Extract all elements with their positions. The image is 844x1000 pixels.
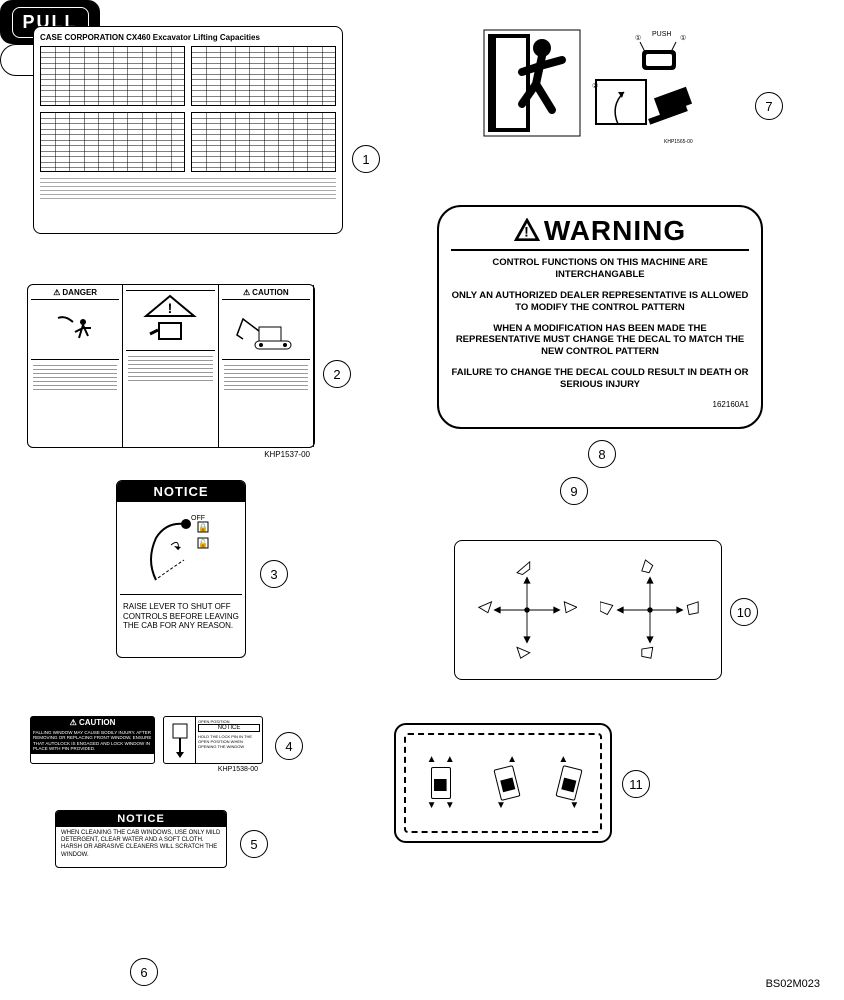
- lockpin-header: NOTICE: [198, 724, 260, 732]
- caution-window-header: ⚠ CAUTION: [31, 717, 154, 728]
- decal4-ref: KHP1538-00: [218, 766, 258, 773]
- decal1-title: CASE CORPORATION CX460 Excavator Lifting…: [40, 33, 336, 42]
- callout-4: 4: [275, 732, 303, 760]
- push-label: PUSH: [652, 31, 671, 38]
- svg-text:!: !: [524, 223, 530, 239]
- decal-warning: ! WARNING CONTROL FUNCTIONS ON THIS MACH…: [437, 205, 763, 429]
- decal-notice-cleaning: NOTICE WHEN CLEANING THE CAB WINDOWS, US…: [55, 810, 227, 868]
- read-manual-pictogram: !: [126, 291, 214, 351]
- travel-inner: ▲ ▲ ▼ ▼ ▲ ▼ ▲ ▼: [404, 733, 602, 833]
- manual-text-lines: [126, 351, 214, 386]
- decal7-ref: KHP1565-00: [664, 139, 693, 145]
- machine-icon: [555, 765, 582, 801]
- travel-forward: ▲ ▲ ▼ ▼: [427, 755, 455, 811]
- decal-danger-caution: ⚠ DANGER ! ⚠ CAUTION KHP1537-00: [27, 284, 315, 448]
- warning-divider: [451, 249, 749, 251]
- callout-11: 11: [622, 770, 650, 798]
- danger-text-lines: [31, 360, 119, 395]
- capacity-table: [40, 112, 185, 172]
- danger-header: ⚠ DANGER: [31, 288, 119, 300]
- decal-lifting-capacities: CASE CORPORATION CX460 Excavator Lifting…: [33, 26, 343, 234]
- travel-turn-right: ▲ ▼: [558, 755, 579, 811]
- callout-2: 2: [323, 360, 351, 388]
- lever-pictogram: OFF 🔒 🔓: [120, 505, 242, 595]
- danger-header-text: DANGER: [62, 288, 97, 297]
- warning-p3: WHEN A MODIFICATION HAS BEEN MADE THE RE…: [451, 323, 749, 359]
- warning-body: CONTROL FUNCTIONS ON THIS MACHINE ARE IN…: [451, 257, 749, 391]
- decal-notice-lever: NOTICE OFF 🔒 🔓 RAISE LEVER TO SHUT OFF C…: [116, 480, 246, 658]
- travel-turn-left: ▲ ▼: [496, 755, 517, 811]
- machine-icon: [431, 767, 451, 799]
- svg-text:!: !: [168, 300, 173, 316]
- caution-window-text: FALLING WINDOW MAY CAUSE BODILY INJURY. …: [31, 728, 154, 754]
- callout-9: 9: [560, 477, 588, 505]
- svg-text:①: ①: [680, 34, 686, 42]
- decal-caution-window: ⚠ CAUTION FALLING WINDOW MAY CAUSE BODIL…: [30, 716, 155, 764]
- decal-notice-lockpin: OPEN POSITION NOTICE HOLD THE LOCK PIN I…: [163, 716, 263, 764]
- lockpin-text: HOLD THE LOCK PIN IN THE OPEN POSITION W…: [198, 734, 260, 749]
- decal1-notes: [40, 178, 336, 199]
- decal2-danger-panel: ⚠ DANGER: [28, 285, 123, 447]
- warning-p1: CONTROL FUNCTIONS ON THIS MACHINE ARE IN…: [451, 257, 749, 281]
- joystick-left: [477, 560, 577, 660]
- callout-3: 3: [260, 560, 288, 588]
- callout-1: 1: [352, 145, 380, 173]
- decal-travel-pattern: ▲ ▲ ▼ ▼ ▲ ▼ ▲ ▼: [394, 723, 612, 843]
- capacity-table: [40, 46, 185, 106]
- svg-text:🔒: 🔒: [198, 523, 208, 532]
- decal-control-pattern: [454, 540, 722, 680]
- joystick-right: [600, 560, 700, 660]
- callout-6: 6: [130, 958, 158, 986]
- warning-p4: FAILURE TO CHANGE THE DECAL COULD RESULT…: [451, 367, 749, 391]
- decal-push-hammer: PUSH ① ① ② KHP1565-00: [590, 28, 690, 143]
- warning-ref: 162160A1: [451, 400, 749, 409]
- svg-text:OFF: OFF: [191, 515, 205, 522]
- callout-7: 7: [755, 92, 783, 120]
- capacity-table: [191, 112, 336, 172]
- warning-header: ! WARNING: [451, 215, 749, 247]
- warning-triangle-icon: !: [514, 218, 540, 244]
- callout-8: 8: [588, 440, 616, 468]
- arrow-icon: ▼: [558, 801, 579, 811]
- svg-text:①: ①: [635, 34, 641, 42]
- decal1-title-prefix: CASE CORPORATION CX460: [40, 33, 153, 42]
- decal2-caution-panel: ⚠ CAUTION: [219, 285, 314, 447]
- callout-5: 5: [240, 830, 268, 858]
- decal2-ref: KHP1537-00: [264, 450, 310, 459]
- arrow-icon: ▲: [558, 755, 579, 765]
- notice-header: NOTICE: [117, 481, 245, 502]
- lockpin-pictogram: [164, 717, 196, 763]
- danger-pictogram: [31, 300, 119, 360]
- svg-text:🔓: 🔓: [198, 538, 208, 548]
- machine-icon: [493, 765, 520, 801]
- capacity-table: [191, 46, 336, 106]
- arrow-icon: ▼: [496, 801, 517, 811]
- notice-cleaning-text: WHEN CLEANING THE CAB WINDOWS, USE ONLY …: [56, 827, 226, 862]
- svg-text:②: ②: [592, 82, 598, 90]
- warning-triangle-icon: ⚠: [243, 288, 250, 297]
- arrow-up-icon: ▲ ▲: [427, 755, 455, 765]
- arrow-icon: ▲: [496, 755, 517, 765]
- callout-10: 10: [730, 598, 758, 626]
- drawing-reference: BS02M023: [766, 978, 820, 990]
- warning-triangle-icon: ⚠: [53, 288, 60, 297]
- decal2-manual-panel: !: [123, 285, 218, 447]
- lockpin-right: OPEN POSITION NOTICE HOLD THE LOCK PIN I…: [196, 717, 262, 763]
- decal-emergency-exit: [482, 28, 582, 138]
- arrow-down-icon: ▼ ▼: [427, 801, 455, 811]
- warning-p2: ONLY AN AUTHORIZED DEALER REPRESENTATIVE…: [451, 290, 749, 314]
- caution-text-lines: [222, 360, 310, 395]
- decal1-title-bold: Excavator Lifting Capacities: [153, 33, 260, 42]
- decal1-tables: [40, 46, 336, 172]
- notice-lever-text: RAISE LEVER TO SHUT OFF CONTROLS BEFORE …: [117, 598, 245, 635]
- warning-header-text: WARNING: [544, 215, 686, 247]
- excavator-pictogram: [222, 300, 310, 360]
- caution-header-text: CAUTION: [252, 288, 288, 297]
- notice-cleaning-header: NOTICE: [56, 811, 226, 827]
- caution-header: ⚠ CAUTION: [222, 288, 310, 300]
